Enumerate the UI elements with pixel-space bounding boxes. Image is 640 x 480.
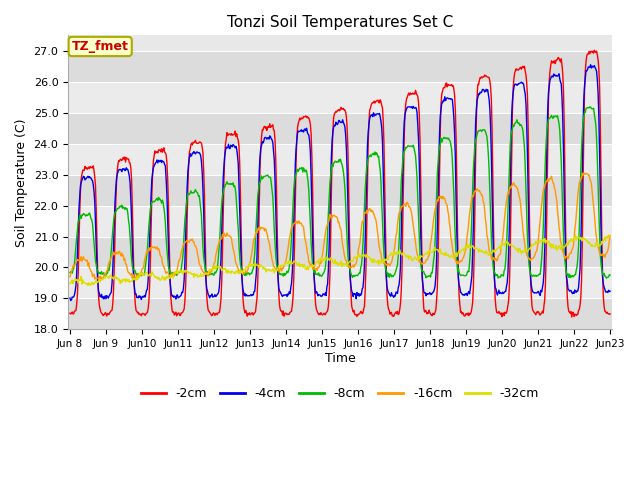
Legend: -2cm, -4cm, -8cm, -16cm, -32cm: -2cm, -4cm, -8cm, -16cm, -32cm xyxy=(136,383,544,406)
X-axis label: Time: Time xyxy=(324,352,355,365)
-16cm xyxy=(99,276,106,282)
Line: -2cm: -2cm xyxy=(70,50,610,317)
Line: -16cm: -16cm xyxy=(70,173,610,279)
-4cm xyxy=(587,62,595,68)
-4cm xyxy=(77,182,84,188)
Text: TZ_fmet: TZ_fmet xyxy=(72,40,129,53)
Bar xyxy=(68,113,612,144)
-16cm xyxy=(580,170,588,176)
-16cm xyxy=(216,237,223,243)
-32cm xyxy=(66,281,74,287)
Bar xyxy=(68,82,612,113)
Line: -4cm: -4cm xyxy=(70,65,610,300)
Line: -8cm: -8cm xyxy=(70,107,610,278)
-2cm xyxy=(606,311,614,317)
-8cm xyxy=(186,190,194,196)
-2cm xyxy=(76,210,84,216)
-8cm xyxy=(215,250,223,255)
-8cm xyxy=(586,104,594,110)
-2cm xyxy=(131,301,139,307)
-8cm xyxy=(131,268,139,274)
-2cm xyxy=(215,310,223,315)
Bar xyxy=(68,175,612,205)
-32cm xyxy=(572,232,579,238)
-16cm xyxy=(422,257,430,263)
-2cm xyxy=(591,48,598,53)
-2cm xyxy=(568,314,575,320)
Bar xyxy=(68,267,612,299)
-32cm xyxy=(406,255,414,261)
-16cm xyxy=(76,257,84,263)
-4cm xyxy=(216,283,223,289)
-32cm xyxy=(422,251,430,257)
-16cm xyxy=(132,274,140,280)
Bar xyxy=(68,237,612,267)
-32cm xyxy=(606,233,614,239)
-2cm xyxy=(66,311,74,316)
-32cm xyxy=(84,283,92,288)
Title: Tonzi Soil Temperatures Set C: Tonzi Soil Temperatures Set C xyxy=(227,15,453,30)
-8cm xyxy=(606,272,614,278)
-4cm xyxy=(187,154,195,159)
Line: -32cm: -32cm xyxy=(70,235,610,286)
-32cm xyxy=(187,270,195,276)
Bar xyxy=(68,144,612,175)
Y-axis label: Soil Temperature (C): Soil Temperature (C) xyxy=(15,118,28,247)
-16cm xyxy=(606,233,614,239)
Bar xyxy=(68,205,612,237)
-8cm xyxy=(66,270,74,276)
-16cm xyxy=(187,237,195,243)
-4cm xyxy=(406,104,414,110)
-8cm xyxy=(422,272,429,277)
-4cm xyxy=(66,295,74,301)
Bar xyxy=(68,299,612,329)
-2cm xyxy=(186,146,194,152)
-2cm xyxy=(406,92,413,98)
-32cm xyxy=(132,277,140,283)
-16cm xyxy=(66,274,74,280)
-8cm xyxy=(602,276,610,281)
-32cm xyxy=(216,265,223,271)
-4cm xyxy=(67,298,74,303)
-32cm xyxy=(76,277,84,283)
-16cm xyxy=(406,205,414,211)
Bar xyxy=(68,51,612,82)
-2cm xyxy=(422,308,429,313)
-8cm xyxy=(406,144,413,149)
-4cm xyxy=(606,288,614,294)
-8cm xyxy=(76,212,84,218)
-4cm xyxy=(132,291,140,297)
-4cm xyxy=(422,293,430,299)
